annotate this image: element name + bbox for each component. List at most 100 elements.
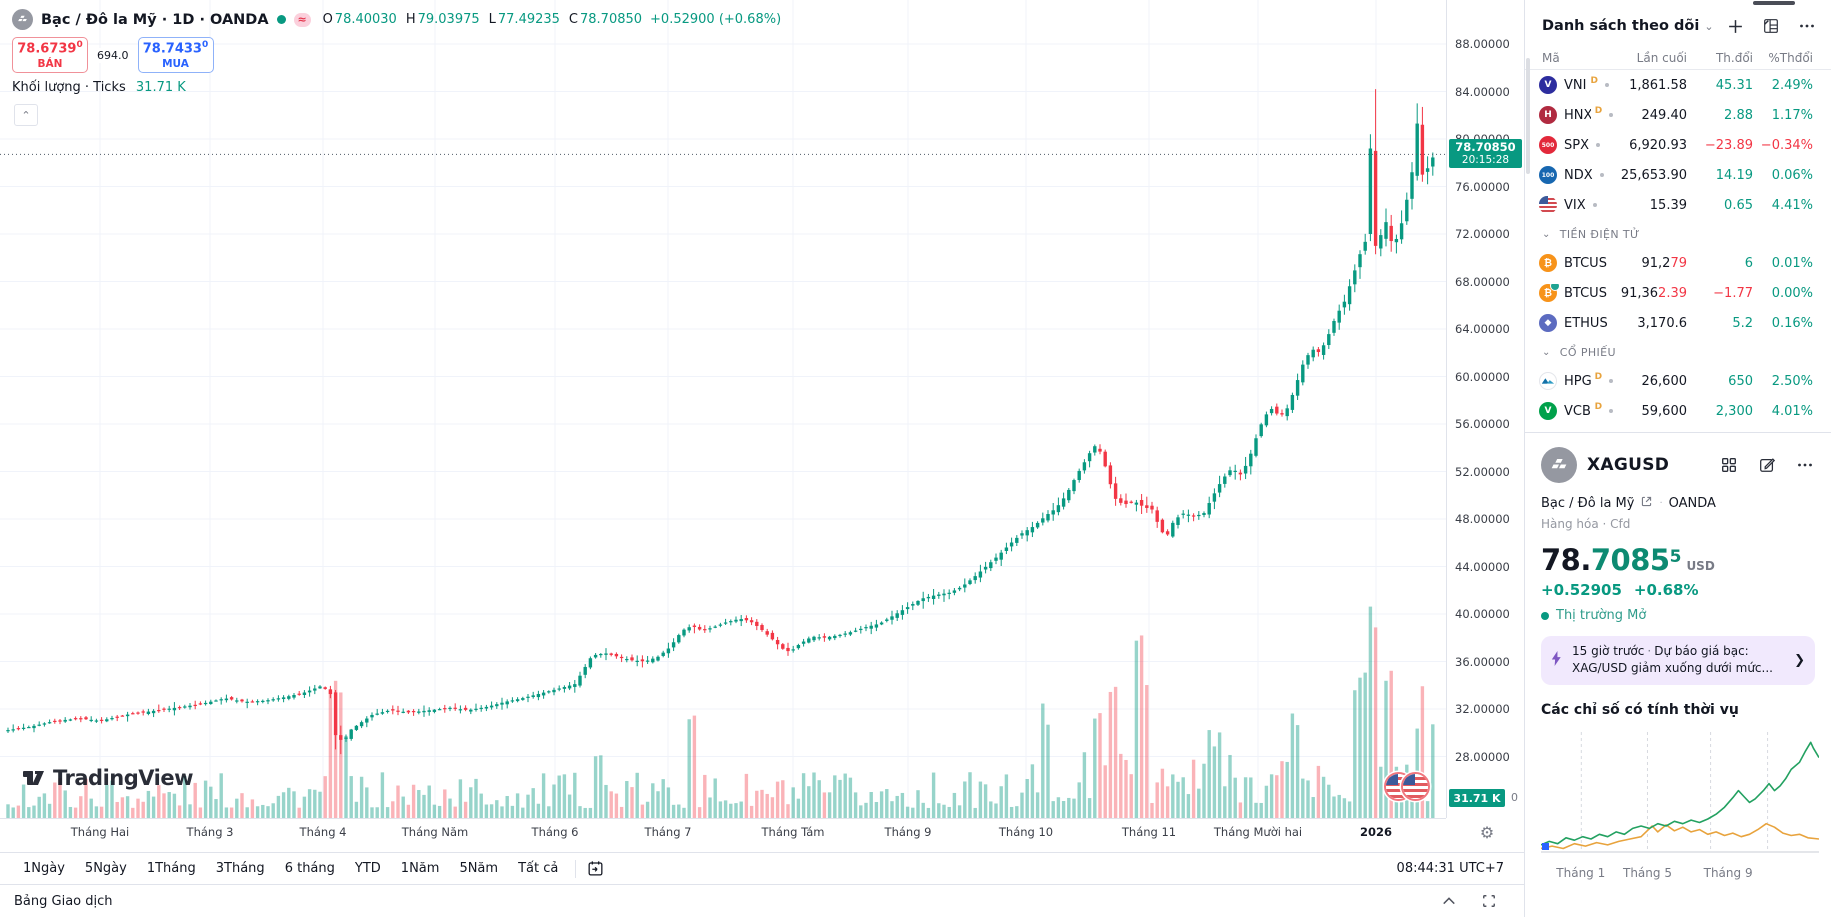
column-header-3: %Thđổi: [1768, 50, 1813, 65]
price-integer-part: 78.: [1541, 543, 1591, 577]
change-value: 2.88: [1724, 107, 1753, 123]
daily-badge: D: [1594, 106, 1603, 116]
layout-grid-icon[interactable]: [1719, 455, 1739, 475]
watchlist-row-hnx[interactable]: H HNX D 249.40 2.88 1.17%: [1525, 100, 1831, 130]
collapse-indicators-button[interactable]: ⌃: [14, 104, 38, 126]
sell-label: BÁN: [37, 57, 63, 70]
maximize-panel-icon[interactable]: [1480, 892, 1498, 910]
symbol-cell: ◆ ETHUS: [1539, 314, 1613, 332]
symbol-icon: [1539, 372, 1557, 390]
watchlist-row-ethus[interactable]: ◆ ETHUS 3,170.6 5.2 0.16%: [1525, 308, 1831, 338]
watchlist-section-tiền-điện-tử[interactable]: ⌄ TIỀN ĐIỆN TỬ: [1525, 220, 1831, 248]
watchlist-scrollbar[interactable]: [1526, 58, 1530, 174]
range-button-3tháng[interactable]: 3Tháng: [215, 861, 265, 876]
symbol-name: BTCUS: [1564, 255, 1607, 271]
status-dot-icon: [1609, 409, 1613, 413]
symbol-cell: H HNX D: [1539, 106, 1613, 124]
symbol-icon: ₿: [1539, 254, 1557, 272]
price-axis-label: 60.00000: [1455, 369, 1510, 384]
external-link-icon[interactable]: [1640, 495, 1653, 512]
range-button-tất-cả[interactable]: Tất cả: [518, 861, 559, 876]
chevron-right-icon: ❯: [1794, 652, 1805, 668]
watchlist-row-vcb[interactable]: V VCB D 59,600 2,300 4.01%: [1525, 396, 1831, 426]
timeframe-toolbar: 1Ngày 5Ngày 1Tháng 3Tháng 6 tháng YTD 1Năm 5Năm…: [0, 852, 1524, 884]
range-button-5năm[interactable]: 5Năm: [459, 861, 499, 876]
panel-expand-chevron-icon[interactable]: [1440, 892, 1458, 910]
range-button-1ngày[interactable]: 1Ngày: [23, 861, 65, 876]
change-value: −1.77: [1713, 285, 1753, 301]
right-panel: Danh sách theo dõi ⌄ Mã Lần cuối Th.đổi %Thđ…: [1524, 0, 1831, 917]
watchlist-row-btcus[interactable]: ₿ BTCUS 91,362.39 −1.77 0.00%: [1525, 278, 1831, 308]
watchlist-more-options-icon[interactable]: [1797, 16, 1817, 36]
symbol-name: VIX: [1564, 197, 1586, 213]
symbol-cell: V VNI D: [1539, 76, 1613, 94]
daily-badge: D: [1594, 402, 1603, 412]
symbol-detail-name[interactable]: XAGUSD: [1587, 455, 1670, 475]
market-open-dot-icon[interactable]: [276, 15, 286, 24]
watchlist-row-vni[interactable]: V VNI D 1,861.58 45.31 2.49%: [1525, 70, 1831, 100]
symbol-name: SPX: [1564, 137, 1589, 153]
market-status-row: Thị trường Mở: [1541, 608, 1815, 623]
watchlist-row-ndx[interactable]: 100 NDX 25,653.90 14.19 0.06%: [1525, 160, 1831, 190]
change-value: 0.65: [1724, 197, 1753, 213]
symbol-cell: HPG D: [1539, 372, 1613, 390]
go-to-date-icon[interactable]: [584, 858, 606, 880]
delayed-data-icon[interactable]: ≈: [293, 12, 311, 27]
trade-panel-tab[interactable]: Bảng Giao dịch: [14, 893, 113, 909]
range-button-1tháng[interactable]: 1Tháng: [146, 861, 196, 876]
tradingview-logo-icon: [23, 771, 44, 785]
watchlist-column-headers[interactable]: Mã Lần cuối Th.đổi %Thđổi: [1525, 46, 1831, 70]
watchlist-row-btcus[interactable]: ₿ BTCUS 91,279 6 0.01%: [1525, 248, 1831, 278]
panel-scrollbar[interactable]: [1753, 1, 1795, 5]
clock[interactable]: 08:44:31 UTC+7: [1396, 861, 1504, 876]
last-price: 26,600: [1641, 373, 1688, 389]
range-button-1năm[interactable]: 1Năm: [400, 861, 440, 876]
symbol-logo[interactable]: [12, 9, 33, 30]
range-button-5ngày[interactable]: 5Ngày: [84, 861, 127, 876]
symbol-name: ETHUS: [1564, 315, 1608, 331]
column-header-2: Th.đổi: [1715, 50, 1753, 65]
change-percent: 4.41%: [1771, 197, 1813, 213]
candlestick-plot[interactable]: TradingView: [0, 0, 1446, 818]
status-dot-icon: [1596, 143, 1600, 147]
symbol-description[interactable]: Bạc / Đô la Mỹ: [1541, 496, 1635, 511]
section-label: TIỀN ĐIỆN TỬ: [1559, 227, 1640, 241]
change-value: 5.2: [1732, 315, 1753, 331]
volume-badge: 31.71 K: [1449, 789, 1505, 807]
change-value: 2,300: [1715, 403, 1753, 419]
axis-settings-gear-icon[interactable]: ⚙: [1479, 822, 1495, 842]
status-dot-icon: [1609, 379, 1613, 383]
watchlist-title-dropdown[interactable]: Danh sách theo dõi ⌄: [1542, 18, 1714, 34]
time-axis-label: Tháng 11: [1121, 825, 1177, 839]
edit-note-icon[interactable]: [1757, 455, 1777, 475]
watchlist-row-spx[interactable]: 500 SPX 6,920.93 −23.89 −0.34%: [1525, 130, 1831, 160]
price-axis-label: 84.00000: [1455, 84, 1510, 99]
range-button-6-tháng[interactable]: 6 tháng: [284, 861, 335, 876]
buy-button[interactable]: 78.74330 MUA: [137, 37, 214, 73]
symbol-cell: 100 NDX: [1539, 166, 1613, 184]
change-percent: −0.34%: [1760, 137, 1813, 153]
volume-indicator-row[interactable]: Khối lượng · Ticks 31.71 K: [12, 80, 186, 95]
time-axis[interactable]: Tháng Hai Tháng 3 Tháng 4 Tháng Năm Tháng 6 T…: [0, 818, 1446, 846]
change-value: 6: [1744, 255, 1753, 271]
sell-button[interactable]: 78.67390 BÁN: [12, 37, 88, 73]
column-header-1: Lần cuối: [1636, 50, 1687, 65]
time-axis-label: Tháng 6: [531, 825, 579, 839]
seasonal-mini-chart[interactable]: [1540, 724, 1820, 866]
sell-price: 78.67390: [17, 40, 83, 57]
last-price: 1,861.58: [1629, 77, 1687, 93]
watchlist-section-cổ-phiếu[interactable]: ⌄ CỔ PHIẾU: [1525, 338, 1831, 366]
symbol-title[interactable]: Bạc / Đô la Mỹ · 1D · OANDA: [41, 11, 269, 28]
seasonal-x-labels: Tháng 1 Tháng 5 Tháng 9: [1541, 866, 1819, 882]
symbol-more-options-icon[interactable]: [1795, 455, 1815, 475]
price-axis[interactable]: 88.0000084.0000080.0000076.0000072.00000…: [1446, 0, 1524, 818]
watchlist-row-vix[interactable]: VIX 15.39 0.65 4.41%: [1525, 190, 1831, 220]
news-headline-pill[interactable]: 15 giờ trước · Dự báo giá bạc: XAG/USD giả…: [1541, 636, 1815, 685]
range-button-ytd[interactable]: YTD: [354, 861, 381, 876]
seasonal-series-current-year: [1540, 741, 1820, 846]
watchlist-row-hpg[interactable]: HPG D 26,600 650 2.50%: [1525, 366, 1831, 396]
watchlist-layout-icon[interactable]: [1761, 16, 1781, 36]
symbol-cell: VIX: [1539, 196, 1613, 214]
add-symbol-icon[interactable]: [1725, 16, 1745, 36]
economic-event-flags-icon[interactable]: [1384, 772, 1432, 802]
